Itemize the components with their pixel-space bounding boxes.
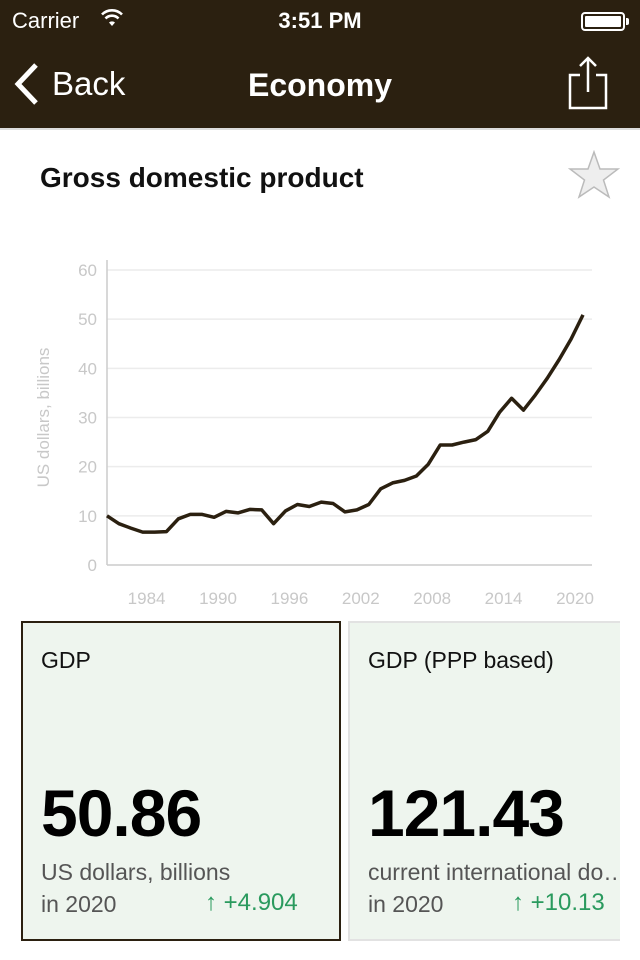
- x-tick-label: 1990: [199, 589, 237, 608]
- indicator-card-gdp[interactable]: GDP 50.86 US dollars, billions in 2020 ↑…: [21, 621, 341, 941]
- page-title: Economy: [247, 67, 393, 103]
- gdp-series-line: [106, 314, 585, 534]
- x-tick-label: 1996: [270, 589, 308, 608]
- x-tick-label: 2020: [556, 589, 594, 608]
- x-tick-label: 1984: [128, 589, 166, 608]
- star-outline-icon[interactable]: [568, 150, 620, 200]
- gdp-line-chart: 0 10 20 30 40 50 60 1984 1990 1996 2002 2008 2014 202…: [34, 260, 594, 608]
- chevron-left-icon: [14, 63, 38, 105]
- card-unit: US dollars, billions: [41, 859, 231, 885]
- navigation-bar: Back Economy: [0, 40, 640, 128]
- y-tick-label: 10: [78, 507, 97, 526]
- carrier-label: Carrier: [12, 8, 80, 33]
- card-value: 50.86: [41, 776, 202, 850]
- card-year: in 2020: [368, 891, 444, 917]
- back-label: Back: [52, 65, 126, 102]
- share-icon[interactable]: [566, 54, 610, 112]
- back-button[interactable]: Back: [14, 62, 125, 106]
- y-tick-label: 0: [88, 556, 97, 575]
- status-bar: Carrier 3:51 PM: [0, 0, 640, 40]
- x-tick-label: 2014: [485, 589, 523, 608]
- card-unit: current international dollar: [368, 859, 620, 885]
- wifi-icon: [101, 9, 123, 26]
- card-year: in 2020: [41, 891, 117, 917]
- card-delta: ↑ +10.13: [512, 889, 605, 916]
- y-tick-label: 50: [78, 310, 97, 329]
- card-value: 121.43: [368, 776, 565, 850]
- battery-icon: [581, 12, 629, 31]
- card-delta: ↑ +4.904: [205, 889, 298, 916]
- divider: [0, 128, 640, 130]
- card-label: GDP (PPP based): [368, 647, 554, 673]
- clock: 3:51 PM: [278, 8, 362, 33]
- y-tick-label: 60: [78, 261, 97, 280]
- indicator-card-gdp-ppp[interactable]: GDP (PPP based) 121.43 current internati…: [348, 621, 620, 941]
- x-tick-label: 2002: [342, 589, 380, 608]
- y-tick-label: 20: [78, 458, 97, 477]
- y-tick-label: 40: [78, 359, 97, 378]
- y-tick-label: 30: [78, 409, 97, 428]
- card-label: GDP: [41, 647, 91, 673]
- y-axis-label: US dollars, billions: [34, 348, 53, 488]
- x-tick-label: 2008: [413, 589, 451, 608]
- chart-title: Gross domestic product: [40, 162, 364, 193]
